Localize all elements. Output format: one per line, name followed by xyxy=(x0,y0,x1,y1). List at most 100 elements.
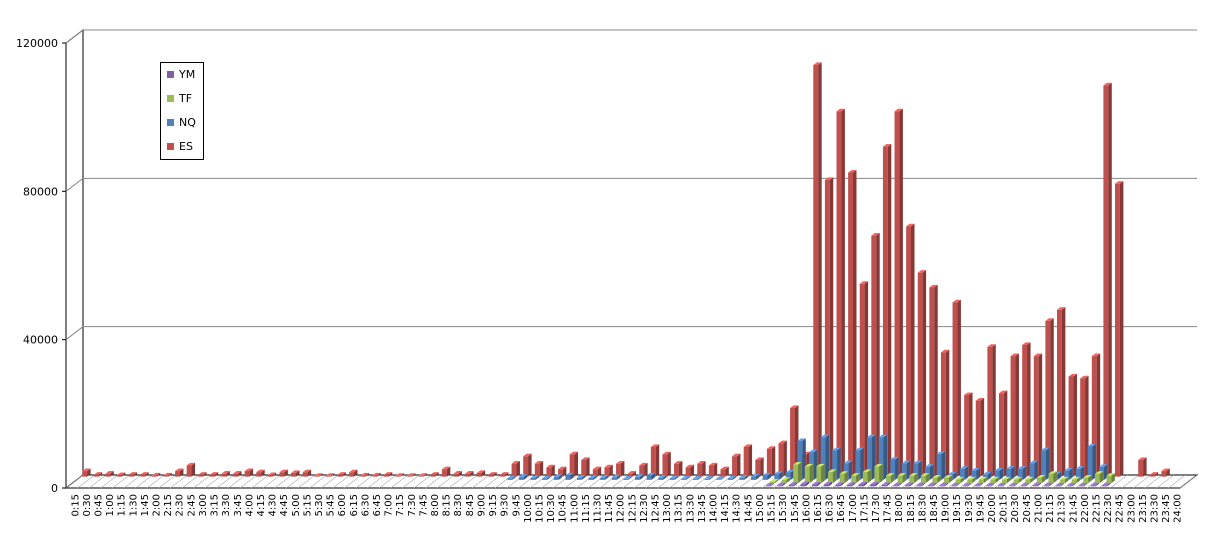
bar-top xyxy=(739,475,748,478)
bar-es xyxy=(337,472,346,477)
bar-top xyxy=(765,483,775,486)
bar-face xyxy=(592,469,598,477)
bar-side xyxy=(1002,483,1007,487)
bar-nq xyxy=(820,434,830,480)
bar-es xyxy=(1103,82,1112,477)
bar-face xyxy=(175,471,180,477)
bar-side xyxy=(145,472,149,477)
x-tick-label: 2:30 xyxy=(175,494,186,516)
bar-side xyxy=(779,471,783,480)
bar-side xyxy=(319,473,323,477)
bar-face xyxy=(832,450,838,480)
bar-es xyxy=(383,472,393,477)
bar-face xyxy=(685,467,691,477)
bar-face xyxy=(1044,485,1050,487)
bar-face xyxy=(835,484,841,487)
bar-side xyxy=(628,476,632,480)
bar-top xyxy=(542,475,551,479)
bar-face xyxy=(800,484,806,487)
bar-side xyxy=(516,461,520,477)
bar-nq xyxy=(739,475,748,480)
bar-tf xyxy=(944,474,953,484)
bar-top xyxy=(839,471,848,474)
bar-side xyxy=(493,472,497,477)
bar-side xyxy=(365,472,370,477)
x-tick-label: 8:15 xyxy=(442,494,453,516)
bar-side xyxy=(918,460,922,480)
bar-top xyxy=(488,472,497,475)
bar-face xyxy=(929,287,935,477)
x-tick-label: 8:00 xyxy=(430,494,441,516)
bar-top xyxy=(769,479,779,482)
bar-es xyxy=(558,466,567,477)
bar-side xyxy=(991,483,995,487)
bar-top xyxy=(835,482,844,485)
bar-top xyxy=(936,451,946,454)
bar-top xyxy=(1094,471,1104,474)
floor-slot-line xyxy=(437,474,455,489)
bar-top xyxy=(928,482,937,486)
x-tick-label: 1:15 xyxy=(117,494,128,516)
bar-face xyxy=(871,235,877,477)
bar-ym xyxy=(1021,483,1030,487)
bar-tf xyxy=(967,476,976,484)
bar-side xyxy=(1049,482,1053,487)
bar-top xyxy=(244,468,254,472)
bar-face xyxy=(1033,356,1039,477)
bar-top xyxy=(1041,447,1050,451)
bar-es xyxy=(720,466,729,477)
x-tick-label: 6:30 xyxy=(360,494,371,516)
bar-face xyxy=(1106,475,1112,484)
bar-top xyxy=(1036,474,1046,478)
x-tick-label: 22:00 xyxy=(1080,494,1091,523)
bar-top xyxy=(518,474,528,477)
bar-ym xyxy=(916,482,925,487)
bar-side xyxy=(725,466,729,477)
bar-face xyxy=(569,454,575,477)
bar-nq xyxy=(1006,466,1015,480)
bar-es xyxy=(1138,457,1147,477)
floor-slot-line xyxy=(112,474,130,489)
bar-nq xyxy=(832,447,841,480)
bar-side xyxy=(786,477,790,484)
bar-face xyxy=(951,485,957,487)
bar-side xyxy=(899,108,903,477)
bar-side xyxy=(1046,447,1050,480)
bar-top xyxy=(800,481,809,485)
bar-face xyxy=(372,475,378,477)
bar-top xyxy=(1090,482,1100,486)
bar-top xyxy=(732,453,741,457)
bar-es xyxy=(209,472,219,477)
bar-side xyxy=(539,461,544,477)
bar-face xyxy=(662,454,668,477)
x-tick-label: 13:15 xyxy=(674,494,685,523)
bar-top xyxy=(627,471,637,474)
x-tick-label: 3:00 xyxy=(198,494,209,516)
bar-side xyxy=(1166,468,1170,477)
bar-side xyxy=(1030,476,1034,484)
x-tick-label: 19:45 xyxy=(975,494,986,523)
bar-nq xyxy=(658,475,667,480)
bar-es xyxy=(975,398,985,477)
bar-es xyxy=(1010,353,1019,477)
bar-top xyxy=(662,451,671,455)
bar-side xyxy=(593,475,597,480)
x-tick-label: 19:00 xyxy=(941,494,952,523)
floor-slot-line xyxy=(367,474,385,489)
bar-es xyxy=(291,470,300,477)
bar-side xyxy=(841,108,845,477)
bar-face xyxy=(1115,183,1120,477)
bar-side xyxy=(941,451,946,480)
bar-side xyxy=(1034,460,1038,480)
bar-side xyxy=(840,482,844,487)
x-tick-label: 22:15 xyxy=(1091,494,1102,523)
bar-ym xyxy=(1009,483,1018,487)
floor-slot-line xyxy=(135,474,153,489)
bar-tf xyxy=(804,463,814,484)
bar-top xyxy=(325,473,335,476)
bar-ym xyxy=(881,482,891,487)
bar-top xyxy=(1064,468,1073,471)
bar-top xyxy=(1087,443,1096,447)
bar-face xyxy=(781,479,787,484)
